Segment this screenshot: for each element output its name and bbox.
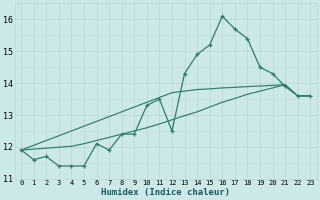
X-axis label: Humidex (Indice chaleur): Humidex (Indice chaleur) (101, 188, 230, 197)
